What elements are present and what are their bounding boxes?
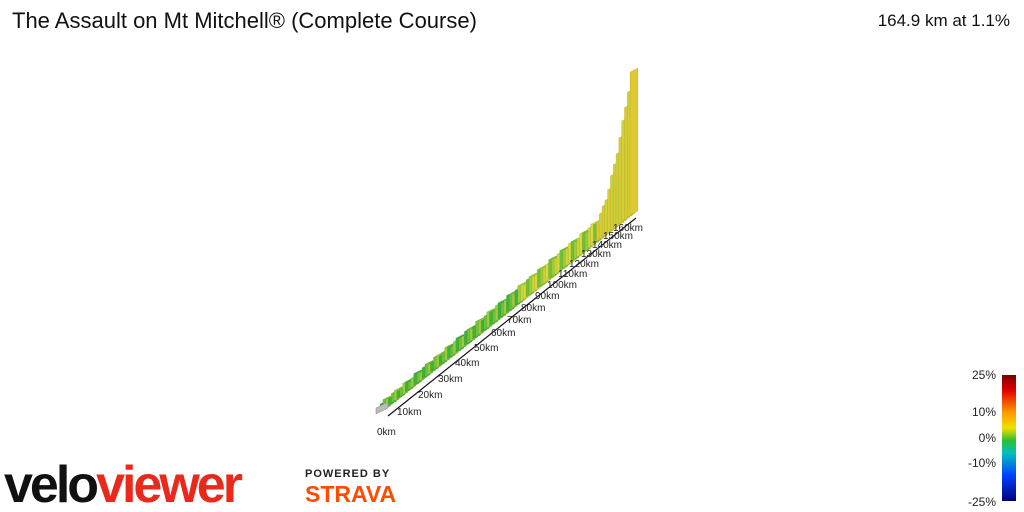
profile [375, 67, 639, 417]
profile-start [375, 401, 389, 415]
logo: veloviewer [4, 456, 243, 512]
profile-slice [629, 67, 639, 216]
distance-label: 0km [377, 427, 396, 438]
distance-label: 110km [558, 269, 587, 280]
legend-label: 25% [972, 368, 996, 382]
legend-label: -10% [968, 456, 996, 470]
distance-label: 90km [535, 291, 559, 302]
profile-base [387, 217, 637, 417]
gradient-scale [1002, 375, 1016, 501]
distance-label: 140km [592, 240, 622, 251]
legend-label: 0% [979, 431, 997, 445]
distance-label: 30km [438, 374, 462, 385]
powered-by: POWERED BY [305, 468, 390, 480]
distance-label: 50km [474, 343, 498, 354]
distance-label: 120km [569, 259, 599, 270]
legend-label: 10% [972, 405, 996, 419]
gradient-legend: 25% 10% 0% -10% -25% [968, 368, 996, 509]
distance-label: 100km [547, 280, 577, 291]
distance-label: 160km [613, 223, 643, 234]
title: The Assault on Mt Mitchell® (Complete Co… [12, 8, 477, 33]
distance-label: 70km [507, 315, 531, 326]
strava: STRAVA [305, 481, 396, 507]
distance-labels: 0km10km20km30km40km50km60km70km80km90km1… [377, 223, 643, 438]
distance-label: 20km [418, 390, 442, 401]
legend-label: -25% [968, 495, 996, 509]
distance-label: 60km [491, 328, 515, 339]
distance-label: 40km [455, 358, 479, 369]
distance-label: 80km [521, 303, 545, 314]
distance-label: 130km [581, 249, 611, 260]
distance-label: 10km [397, 407, 421, 418]
logo-viewer: viewer [96, 456, 243, 512]
summary: 164.9 km at 1.1% [878, 11, 1010, 30]
distance-label: 150km [603, 231, 633, 242]
logo-velo: velo [4, 456, 97, 512]
